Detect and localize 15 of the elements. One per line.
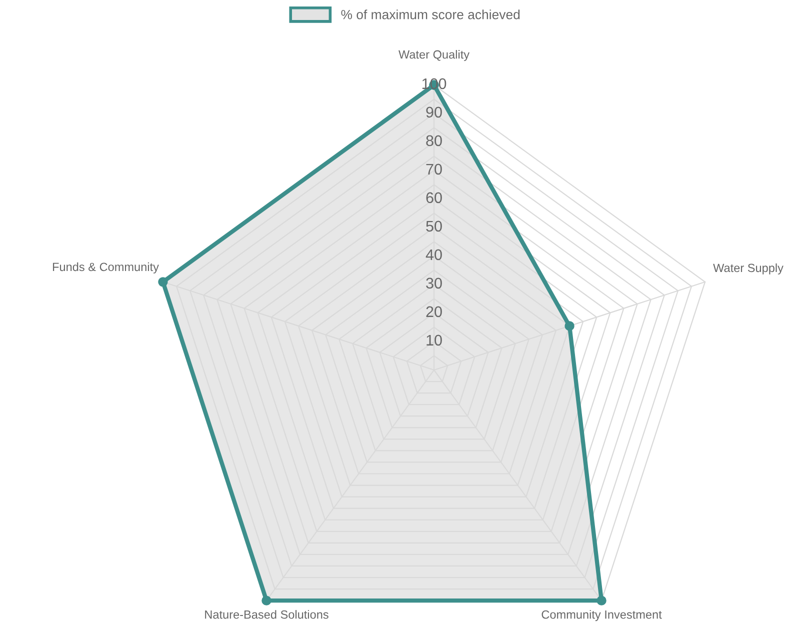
- spoke-label: Community Investment: [542, 610, 662, 622]
- spoke-label: Nature-Based Solutions: [205, 610, 328, 619]
- y-tick-label: 10: [426, 334, 442, 346]
- y-tick-label: 50: [426, 220, 442, 232]
- legend-label: % of maximum score achieved: [341, 10, 520, 20]
- y-tick-label: 70: [426, 164, 442, 175]
- spoke-label: Water Supply: [713, 263, 784, 274]
- y-tick-label: 60: [426, 192, 442, 204]
- spoke-label: Water Quality: [398, 50, 470, 61]
- y-tick-label: 80: [426, 135, 442, 146]
- y-tick-label: 20: [426, 306, 442, 318]
- y-tick-label: 90: [426, 106, 442, 118]
- spoke-label: Funds & Community: [52, 262, 159, 274]
- y-tick-label: 40: [426, 249, 442, 260]
- y-tick-label: 30: [426, 278, 442, 289]
